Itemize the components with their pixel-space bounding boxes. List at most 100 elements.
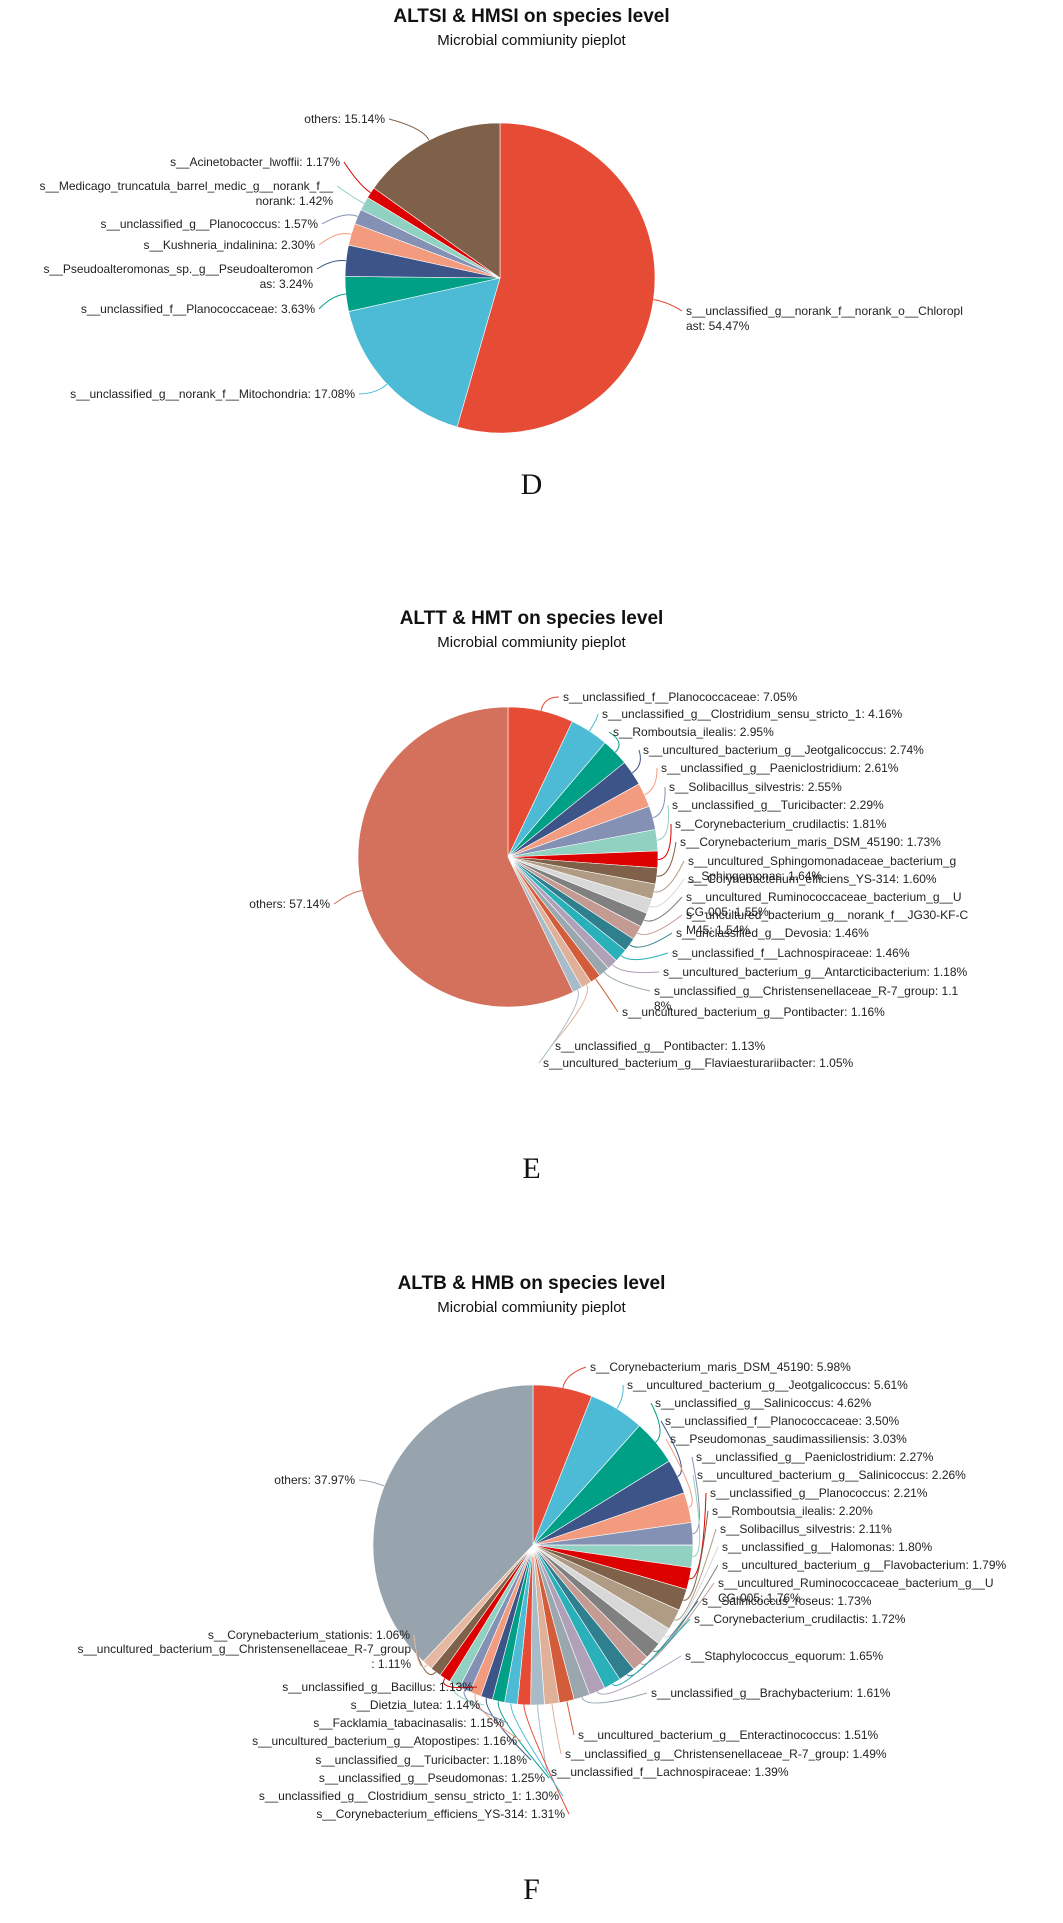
slice-label-line: s__uncultured_bacterium_g__Pontibacter: … (622, 1005, 885, 1019)
leader-line (358, 383, 388, 395)
leader-lines (358, 1366, 719, 1815)
slice-label: others: 57.14% (249, 897, 330, 911)
leader-line (562, 1366, 587, 1388)
slice-label: s__unclassified_g__Salinicoccus: 4.62% (655, 1396, 871, 1410)
slice-label: s__uncultured_bacterium_g__Antarcticibac… (663, 965, 968, 979)
leader-line (388, 118, 430, 141)
slice-label-line: s__unclassified_f__Planococcaceae: 7.05% (563, 690, 797, 704)
leader-line (612, 964, 660, 974)
leader-line (611, 1618, 691, 1686)
leader-line (653, 299, 683, 312)
slice-label: others: 37.97% (274, 1473, 355, 1487)
slice-label: s__Corynebacterium_stationis: 1.06% (208, 1628, 410, 1642)
slice-label: s__Salinicoccus_roseus: 1.73% (702, 1594, 872, 1608)
leader-line (649, 878, 685, 908)
leader-line (660, 1420, 682, 1477)
slice-label-line: CG-005: 1.55% (686, 905, 769, 919)
slice-label-line: s__unclassified_g__Pontibacter: 1.13% (555, 1039, 765, 1053)
slice-label-line: s__Salinicoccus_roseus: 1.73% (702, 1594, 872, 1608)
leader-line (644, 767, 658, 796)
slice-label-line: s__Corynebacterium_crudilactis: 1.72% (694, 1612, 906, 1626)
slice-label-line: s__unclassified_g__Paeniclostridium: 2.2… (696, 1450, 934, 1464)
slice-label-line: s__unclassified_g__Bacillus: 1.13% (282, 1680, 473, 1694)
slice-label-line: s__unclassified_f__Planococcaceae: 3.63% (81, 302, 315, 316)
slice-label: s__unclassified_g__norank_f__Mitochondri… (70, 387, 355, 401)
slice-label: s__unclassified_f__Lachnospiraceae: 1.39… (551, 1765, 789, 1779)
slice-label-line: s__uncultured_Sphingomonadaceae_bacteriu… (688, 854, 956, 868)
slice-label: s__unclassified_g__Halomonas: 1.80% (722, 1540, 932, 1554)
leader-line (637, 914, 683, 936)
leader-line (336, 185, 365, 204)
chart-title: ALTT & HMT on species level (399, 608, 664, 629)
leader-line (631, 749, 641, 774)
slice-label: s__Romboutsia_ilealis: 2.95% (613, 725, 774, 739)
pie-slices (372, 1384, 694, 1706)
slice-label: s__Pseudoalteromonas_sp._g__Pseudoaltero… (43, 262, 313, 291)
slice-label: s__unclassified_g__Brachybacterium: 1.61… (651, 1686, 891, 1700)
slice-label: s__Facklamia_tabacinasalis: 1.15% (313, 1716, 504, 1730)
slice-label-line: s__Corynebacterium_efficiens_YS-314: 1.6… (688, 872, 937, 886)
slice-label-line: __Sphingomonas: 1.64% (687, 869, 822, 883)
leader-line (595, 978, 619, 1013)
slice-label: s__uncultured_bacterium_g__norank_f__JG3… (686, 908, 968, 937)
slice-label-line: s__unclassified_g__Clostridium_sensu_str… (259, 1789, 560, 1803)
slice-label-line: : 1.11% (371, 1657, 411, 1671)
slice-label-line: s__uncultured_bacterium_g__Salinicoccus:… (697, 1468, 966, 1482)
leader-line (652, 786, 666, 819)
slice-label-line: s__unclassified_g__Turicibacter: 1.18% (315, 1753, 527, 1767)
leader-line (497, 1701, 550, 1779)
leader-line (640, 1582, 715, 1665)
leader-line (603, 971, 651, 992)
slice-label: s__unclassified_g__Christensenellaceae_R… (565, 1747, 887, 1761)
slice-label-line: CG-005: 1.76% (718, 1591, 801, 1605)
slice-label: s__uncultured_Sphingomonadaceae_bacteriu… (687, 854, 956, 883)
slice-label-line: s__unclassified_g__Pseudomonas: 1.25% (319, 1771, 545, 1785)
slice-label-line: 8% (654, 999, 672, 1013)
slice-label: s__unclassified_g__Devosia: 1.46% (676, 926, 869, 940)
slice-label-line: s__uncultured_bacterium_g__Atopostipes: … (252, 1734, 517, 1748)
slice-label: s__uncultured_bacterium_g__Atopostipes: … (252, 1734, 517, 1748)
slice-label: s__Corynebacterium_maris_DSM_45190: 5.98… (590, 1360, 851, 1374)
slice-label-line: s__unclassified_g__Clostridium_sensu_str… (602, 707, 903, 721)
slice-label-line: s__Pseudoalteromonas_sp._g__Pseudoaltero… (43, 262, 313, 276)
pie-slices (357, 706, 659, 1008)
slice-label-line: s__unclassified_g__Turicibacter: 2.29% (672, 798, 884, 812)
slice-label: s__unclassified_g__Christensenellaceae_R… (654, 984, 959, 1013)
leader-line (333, 889, 362, 905)
leader-lines (333, 696, 685, 1064)
leader-line (653, 860, 685, 893)
leader-line (581, 1692, 648, 1704)
slice-label: s__unclassified_g__Turicibacter: 2.29% (672, 798, 884, 812)
chart-subtitle: Microbial commiunity pieplot (437, 1299, 626, 1316)
slice-label-line: others: 37.97% (274, 1473, 355, 1487)
slice-label: s__unclassified_g__Clostridium_sensu_str… (602, 707, 903, 721)
leader-line (616, 1384, 624, 1410)
leader-line (663, 1546, 719, 1638)
leader-line (665, 1438, 693, 1508)
slice-label: others: 15.14% (304, 112, 385, 126)
pie-slice (373, 122, 501, 279)
slice-label-line: s__uncultured_bacterium_g__Christensenel… (77, 1642, 411, 1656)
leader-lines (316, 118, 683, 395)
leader-line (474, 1694, 522, 1742)
slice-label: s__unclassified_g__norank_f__norank_o__C… (686, 304, 963, 333)
panel-e: ALTT & HMT on species level Microbial co… (0, 560, 1063, 1225)
chart-subtitle: Microbial commiunity pieplot (437, 634, 626, 651)
pie-slice (357, 706, 574, 1008)
slice-label: s__Corynebacterium_crudilactis: 1.81% (675, 817, 887, 831)
leader-line (540, 696, 560, 711)
slice-label-line: s__uncultured_Ruminococcaceae_bacterium_… (718, 1576, 994, 1590)
slice-label: s__unclassified_g__Clostridium_sensu_str… (259, 1789, 560, 1803)
slice-label-line: s__uncultured_bacterium_g__Antarcticibac… (663, 965, 968, 979)
slice-label-line: norank: 1.42% (256, 194, 334, 208)
slice-label-line: s__Corynebacterium_maris_DSM_45190: 5.98… (590, 1360, 851, 1374)
chart-title: ALTB & HMB on species level (397, 1273, 666, 1294)
slice-label-line: s__Corynebacterium_stationis: 1.06% (208, 1628, 410, 1642)
slice-label: s__Medicago_truncatula_barrel_medic_g__n… (39, 179, 333, 208)
slice-label-line: s__unclassified_g__Planococcus: 1.57% (101, 217, 319, 231)
slice-label: s__Solibacillus_silvestris: 2.55% (669, 780, 842, 794)
leader-line (413, 1634, 428, 1668)
slice-label-line: s__unclassified_g__Christensenellaceae_R… (565, 1747, 887, 1761)
leader-line (463, 1689, 509, 1724)
pie-slice (348, 277, 501, 428)
